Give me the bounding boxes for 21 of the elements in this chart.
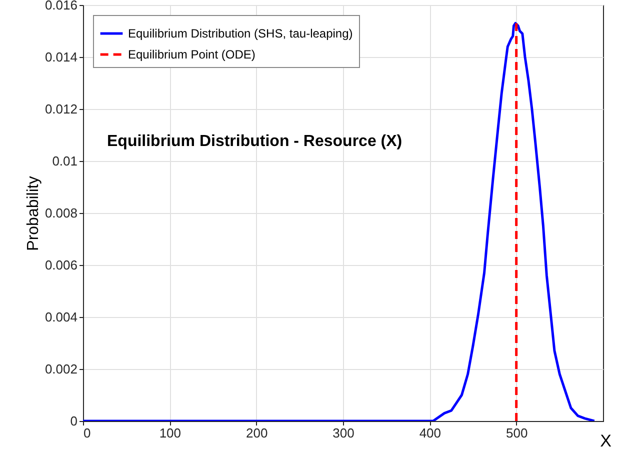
text: Equilibrium Distribution - Resource (X) (107, 133, 402, 150)
x-tick-label: 400 (419, 426, 442, 440)
legend-label: Equilibrium Point (ODE) (128, 48, 256, 62)
y-tick-label: 0.01 (52, 154, 78, 168)
x-tick-label: 0 (84, 426, 91, 440)
x-tick-label: 100 (159, 426, 182, 440)
x-tick-label: 200 (246, 426, 268, 440)
y-axis-title: Probability (24, 176, 42, 251)
y-tick-label: 0.008 (44, 206, 78, 220)
y-tick-label: 0.004 (44, 310, 78, 324)
x-tick-label: 300 (332, 426, 354, 440)
y-tick-label: 0.016 (44, 0, 78, 12)
legend-label: Equilibrium Distribution (SHS, tau-leaping) (128, 26, 353, 40)
y-tick-label: 0 (70, 414, 78, 428)
y-tick-label: 0.014 (44, 50, 78, 64)
x-axis-title: X (600, 432, 612, 450)
line-series (83, 22, 596, 421)
y-tick-label: 0.006 (44, 258, 78, 272)
y-tick-label: 0.002 (44, 362, 78, 376)
x-tick-label: 500 (506, 426, 528, 440)
y-tick-label: 0.012 (44, 102, 78, 116)
